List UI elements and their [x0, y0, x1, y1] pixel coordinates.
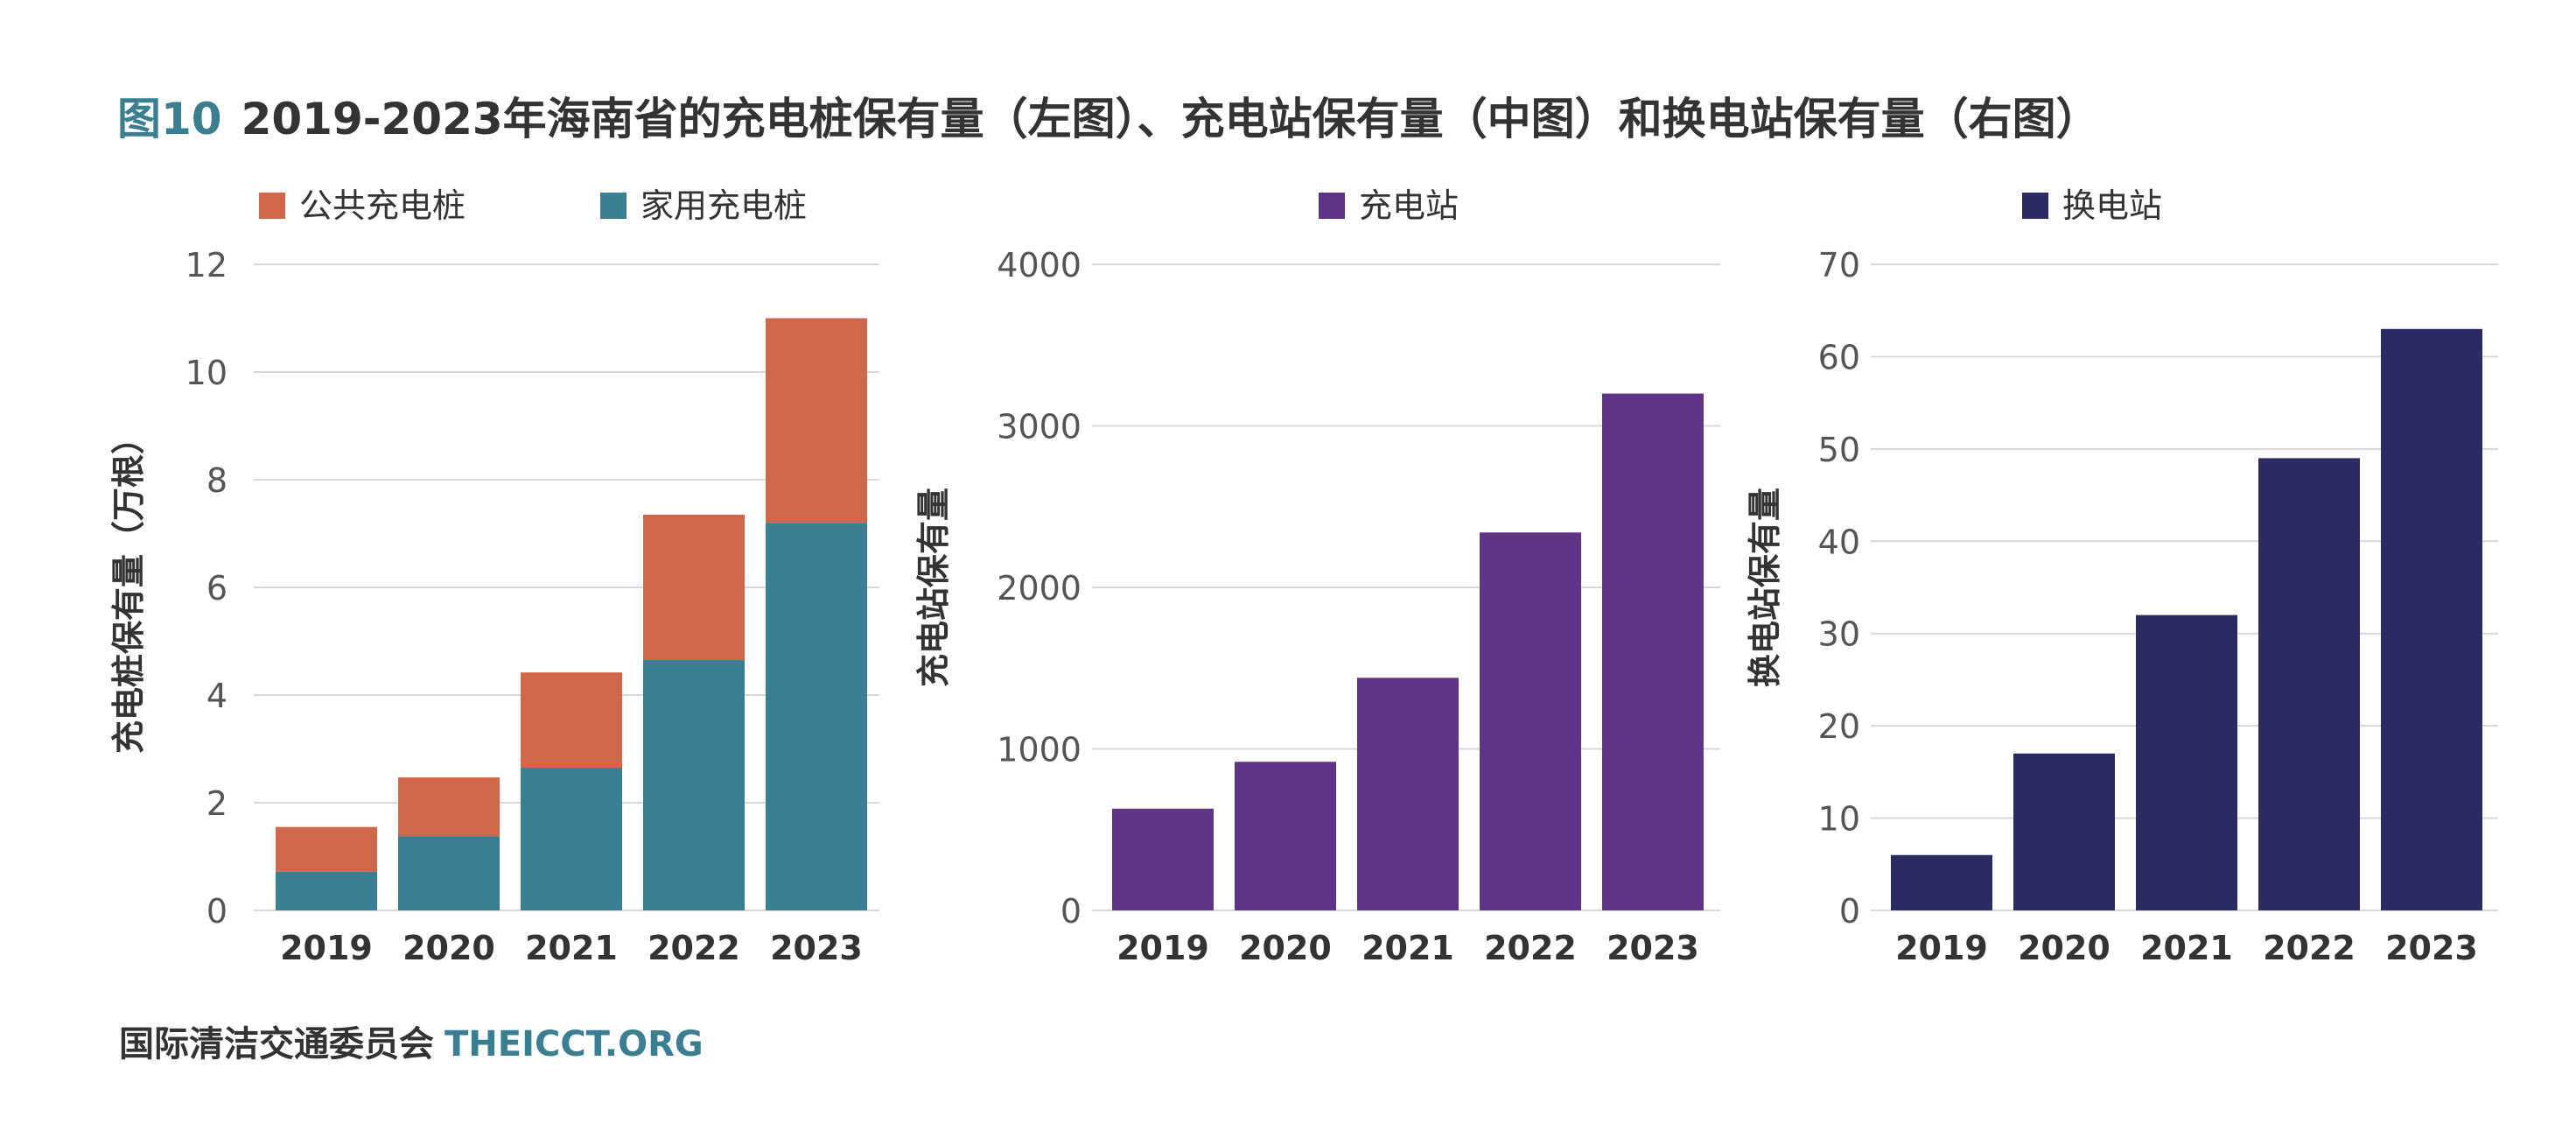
- chart-1-bar-2021-2: [521, 672, 622, 769]
- chart-3-y-tick-label: 70: [1818, 246, 1860, 285]
- chart-3-y-tick-label: 60: [1818, 338, 1860, 376]
- footer: 国际清洁交通委员会 THEICCT.ORG: [119, 1015, 704, 1066]
- chart-2-bar-2023-1: [1602, 393, 1704, 911]
- chart-1-bar-2023-2: [766, 318, 867, 523]
- chart-1-y-tick-label: 4: [206, 677, 228, 715]
- chart-3-bar-2022-1: [2258, 458, 2360, 910]
- chart-2-x-tick-label: 2020: [1239, 929, 1332, 967]
- chart-3-x-tick-label: 2020: [2018, 929, 2110, 967]
- chart-2-y-tick-label: 0: [1060, 892, 1082, 931]
- chart-1-bar-2022-2: [643, 514, 745, 661]
- chart-3-y-tick-label: 10: [1818, 800, 1860, 839]
- chart-2-bar-2022-1: [1480, 532, 1581, 910]
- chart-1-legend-label: 家用充电桩: [640, 186, 807, 225]
- chart-2-legend-label: 充电站: [1359, 186, 1459, 225]
- chart-1-legend-swatch: [600, 193, 626, 219]
- footer-org: 国际清洁交通委员会: [119, 1024, 434, 1064]
- chart-1-x-tick-label: 2019: [280, 929, 373, 967]
- chart-1-y-axis-label: 充电桩保有量（万根）: [109, 421, 148, 754]
- figure-label: 图10: [117, 94, 222, 144]
- chart-2-x-tick-label: 2022: [1484, 929, 1577, 967]
- chart-2-bar-2020-1: [1235, 762, 1336, 910]
- chart-3-x-tick-label: 2023: [2385, 929, 2478, 967]
- chart-3-y-tick-label: 0: [1839, 892, 1860, 931]
- chart-1-legend-label: 公共充电桩: [299, 186, 466, 225]
- chart-1-bar-2020-1: [398, 836, 500, 910]
- chart-1-bar-2021-1: [521, 768, 622, 910]
- chart-1-bar-2019-2: [276, 826, 377, 872]
- chart-1-x-tick-label: 2023: [770, 929, 863, 967]
- chart-2-x-tick-label: 2023: [1606, 929, 1699, 967]
- chart-2-y-tick-label: 4000: [997, 246, 1082, 285]
- chart-3-y-tick-label: 50: [1818, 431, 1860, 469]
- chart-3-y-axis-label: 换电站保有量: [1746, 488, 1784, 687]
- chart-2-y-axis-label: 充电站保有量: [914, 488, 953, 687]
- chart-1-y-tick-label: 6: [206, 569, 228, 608]
- chart-3-bar-2019-1: [1891, 854, 1992, 910]
- chart-1-x-tick-label: 2022: [648, 929, 740, 967]
- chart-3-x-tick-label: 2022: [2263, 929, 2356, 967]
- chart-3-x-tick-label: 2019: [1895, 929, 1988, 967]
- chart-2-y-tick-label: 2000: [997, 569, 1082, 608]
- chart-2-legend-swatch: [1319, 193, 1345, 219]
- chart-2-x-tick-label: 2021: [1362, 929, 1454, 967]
- chart-3-bar-2021-1: [2136, 615, 2237, 910]
- chart-2-bar-2019-1: [1112, 808, 1214, 910]
- chart-1-y-tick-label: 2: [206, 784, 228, 823]
- chart-1-y-tick-label: 8: [206, 461, 228, 500]
- footer-site: THEICCT.ORG: [444, 1024, 704, 1064]
- chart-1-y-tick-label: 10: [186, 354, 228, 392]
- chart-1-bar-2023-1: [766, 523, 867, 910]
- chart-3-x-tick-label: 2021: [2140, 929, 2233, 967]
- chart-3-bar-2023-1: [2381, 328, 2482, 910]
- chart-title: 图10 2019-2023年海南省的充电桩保有量（左图）、充电站保有量（中图）和换…: [117, 84, 2100, 147]
- chart-2-y-tick-label: 3000: [997, 408, 1082, 446]
- chart-2-y-tick-label: 1000: [997, 731, 1082, 769]
- figure-title-text: 2019-2023年海南省的充电桩保有量（左图）、充电站保有量（中图）和换电站保…: [241, 94, 2100, 144]
- chart-1-x-tick-label: 2020: [402, 929, 495, 967]
- chart-3-y-tick-label: 30: [1818, 615, 1860, 654]
- chart-2-x-tick-label: 2019: [1116, 929, 1209, 967]
- chart-3-y-tick-label: 20: [1818, 707, 1860, 746]
- chart-1-y-tick-label: 12: [186, 246, 228, 285]
- chart-3-bar-2020-1: [2013, 753, 2115, 910]
- chart-1-x-tick-label: 2021: [525, 929, 618, 967]
- chart-1-legend-swatch: [259, 193, 285, 219]
- chart-2-bar-2021-1: [1357, 678, 1459, 910]
- chart-1-y-tick-label: 0: [206, 892, 228, 931]
- chart-3-y-tick-label: 40: [1818, 523, 1860, 561]
- chart-1-bar-2020-2: [398, 777, 500, 837]
- chart-1-bar-2022-1: [643, 660, 745, 910]
- chart-3-legend-label: 换电站: [2062, 186, 2162, 225]
- chart-3-legend-swatch: [2022, 193, 2048, 219]
- chart-1-bar-2019-1: [276, 871, 377, 910]
